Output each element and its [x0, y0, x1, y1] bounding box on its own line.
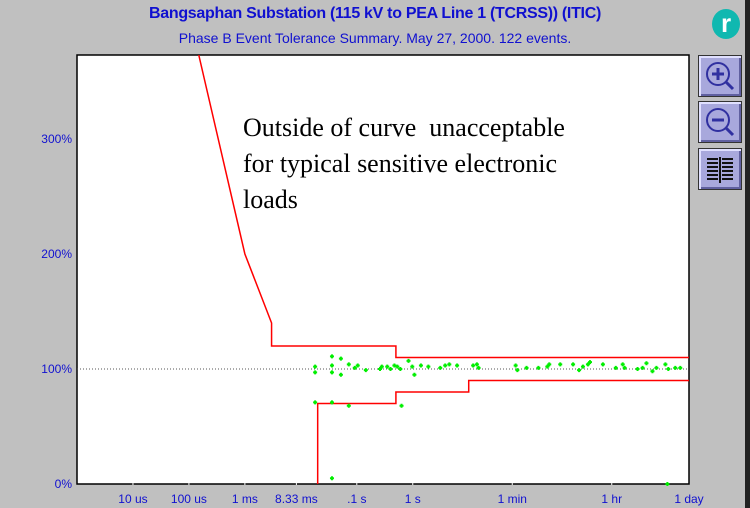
x-tick-label: 1 day: [674, 492, 703, 506]
event-point: [673, 365, 678, 370]
zoom-out-icon: [706, 108, 735, 137]
event-point: [524, 365, 529, 370]
itic-upper-curve: [198, 55, 689, 359]
event-point: [313, 370, 318, 375]
event-point: [313, 400, 318, 405]
event-point: [650, 369, 655, 374]
chart-title: Bangsaphan Substation (115 kV to PEA Lin…: [149, 5, 601, 22]
event-point: [547, 362, 552, 367]
event-point: [663, 362, 668, 367]
event-point: [678, 365, 683, 370]
x-tick-label: 10 us: [118, 492, 147, 506]
event-point: [620, 362, 625, 367]
x-tick-label: 100 us: [171, 492, 207, 506]
x-tick-label: 8.33 ms: [275, 492, 318, 506]
event-point: [399, 403, 404, 408]
event-point: [580, 364, 585, 369]
event-point: [644, 361, 649, 366]
event-point: [412, 372, 417, 377]
event-point: [392, 363, 397, 368]
event-point: [455, 363, 460, 368]
x-tick-label: 1 s: [405, 492, 421, 506]
event-point: [558, 362, 563, 367]
event-point: [438, 365, 443, 370]
event-point: [346, 403, 351, 408]
event-point: [654, 365, 659, 370]
book-icon: [707, 157, 733, 183]
event-point: [600, 362, 605, 367]
report-button[interactable]: [698, 148, 742, 190]
event-point: [338, 372, 343, 377]
event-point: [406, 358, 411, 363]
event-point: [666, 366, 671, 371]
event-point: [665, 482, 670, 486]
zoom-in-button[interactable]: [698, 55, 742, 97]
event-point: [385, 364, 390, 369]
event-point: [640, 365, 645, 370]
event-point: [587, 360, 592, 365]
event-point: [313, 364, 318, 369]
event-point: [513, 363, 518, 368]
event-point: [536, 365, 541, 370]
plot-area: [76, 54, 690, 485]
x-tick-label: 1 min: [498, 492, 527, 506]
event-point: [410, 364, 415, 369]
event-point: [329, 476, 334, 481]
event-point: [471, 363, 476, 368]
y-tick-label: 200%: [41, 247, 72, 261]
y-tick-label: 0%: [55, 477, 73, 491]
event-point: [355, 363, 360, 368]
y-tick-label: 100%: [41, 362, 72, 376]
event-point: [398, 366, 403, 371]
event-point: [346, 362, 351, 367]
event-point: [352, 365, 357, 370]
event-point: [474, 362, 479, 367]
x-tick-label: 1 ms: [232, 492, 258, 506]
event-point: [338, 356, 343, 361]
event-point: [635, 366, 640, 371]
event-point: [585, 362, 590, 367]
event-point: [443, 363, 448, 368]
annotation: Outside of curve unacceptable for typica…: [243, 113, 565, 214]
y-tick-label: 300%: [41, 132, 72, 146]
window-border: [745, 0, 750, 508]
event-point: [329, 354, 334, 359]
event-point: [379, 364, 384, 369]
event-point: [476, 365, 481, 370]
event-point: [363, 368, 368, 373]
event-point: [426, 364, 431, 369]
zoom-out-button[interactable]: [698, 101, 742, 143]
x-tick-label: .1 s: [347, 492, 366, 506]
event-point: [395, 364, 400, 369]
chart-subtitle: Phase B Event Tolerance Summary. May 27,…: [178, 30, 572, 46]
event-point: [388, 366, 393, 371]
event-point: [571, 362, 576, 367]
event-point: [418, 363, 423, 368]
event-point: [329, 363, 334, 368]
zoom-in-icon: [706, 62, 735, 91]
event-point: [329, 400, 334, 405]
event-point: [577, 368, 582, 373]
event-point: [613, 365, 618, 370]
event-point: [447, 362, 452, 367]
x-tick-label: 1 hr: [601, 492, 622, 506]
event-point: [622, 365, 627, 370]
event-point: [515, 368, 520, 373]
event-point: [329, 370, 334, 375]
itic-lower-curve: [316, 379, 689, 484]
logo: r: [712, 9, 740, 39]
